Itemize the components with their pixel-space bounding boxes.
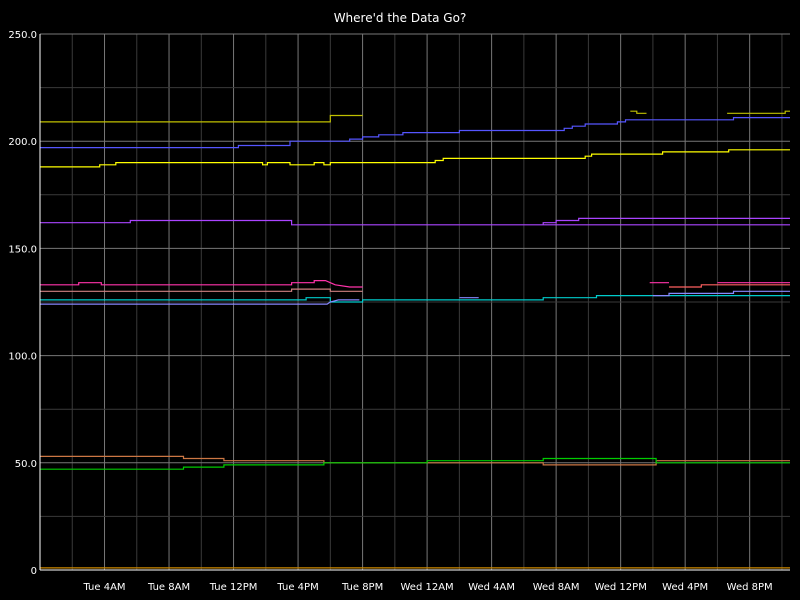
series-line-11 — [669, 284, 790, 288]
series-group — [40, 110, 790, 569]
series-line-7 — [542, 217, 790, 225]
series-line-2 — [630, 110, 647, 114]
y-tick-label: 200.0 — [8, 137, 37, 148]
x-tick-label: Wed 4AM — [468, 582, 515, 593]
y-tick-label: 100.0 — [8, 352, 37, 363]
series-line-8 — [40, 280, 363, 288]
series-line-14 — [40, 299, 360, 305]
series-line-3 — [727, 110, 790, 114]
series-line-13 — [40, 295, 790, 303]
x-tick-label: Wed 4PM — [662, 582, 708, 593]
x-tick-label: Wed 8PM — [727, 582, 773, 593]
axes — [39, 34, 790, 571]
x-tick-label: Tue 12PM — [209, 582, 258, 593]
x-tick-label: Wed 8AM — [533, 582, 580, 593]
y-tick-label: 50.0 — [15, 459, 37, 470]
x-tick-label: Tue 4PM — [276, 582, 318, 593]
series-line-5 — [40, 149, 790, 168]
y-tick-labels: 0 50.0 100.0 150.0 200.0 250.0 — [8, 30, 37, 577]
y-tick-label: 0 — [31, 566, 37, 577]
x-tick-label: Tue 4AM — [82, 582, 125, 593]
x-tick-label: Wed 12AM — [401, 582, 454, 593]
x-tick-label: Tue 8PM — [341, 582, 383, 593]
series-line-16 — [652, 290, 790, 297]
x-tick-labels: Tue 4AM Tue 8AM Tue 12PM Tue 4PM Tue 8PM Wed … — [82, 582, 772, 593]
chart-title: Where'd the Data Go? — [334, 11, 467, 25]
series-line-6 — [40, 219, 790, 226]
y-tick-label: 250.0 — [8, 30, 37, 41]
series-line-1 — [40, 114, 363, 123]
series-line-12 — [40, 288, 363, 292]
series-line-18 — [40, 457, 790, 470]
x-tick-label: Tue 8AM — [147, 582, 190, 593]
x-tick-label: Wed 12PM — [594, 582, 646, 593]
y-tick-label: 150.0 — [8, 244, 37, 255]
series-line-17 — [40, 455, 790, 466]
series-line-4 — [40, 117, 790, 149]
